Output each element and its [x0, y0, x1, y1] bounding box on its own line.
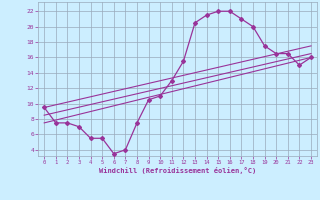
X-axis label: Windchill (Refroidissement éolien,°C): Windchill (Refroidissement éolien,°C) — [99, 167, 256, 174]
